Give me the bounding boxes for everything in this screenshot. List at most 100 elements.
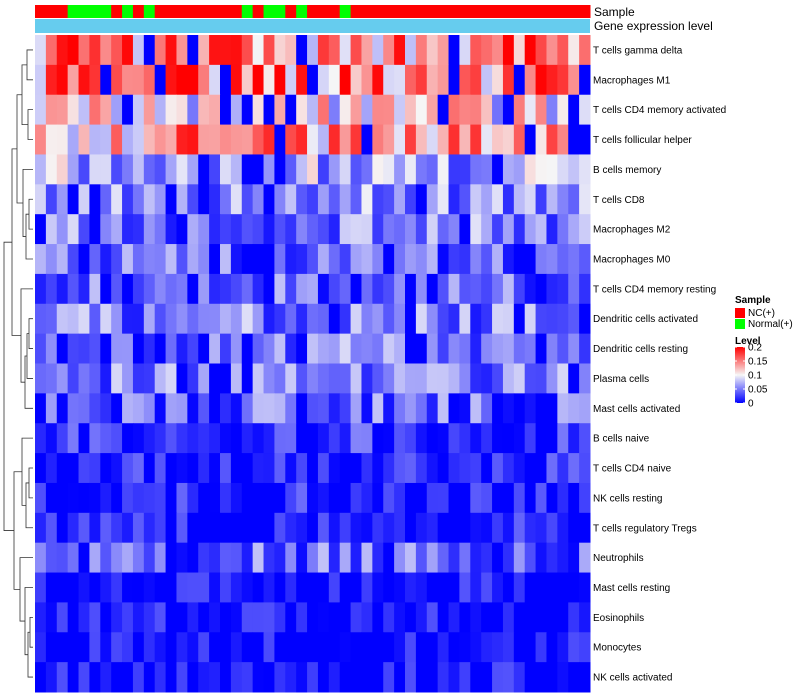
heatmap-cell [546, 154, 558, 185]
heatmap-cell [328, 662, 341, 693]
heatmap-cell [78, 632, 90, 663]
heatmap-cell [492, 35, 504, 66]
heatmap-cell [383, 124, 395, 155]
heatmap-cell [415, 572, 428, 603]
heatmap-cell [535, 482, 547, 514]
heatmap-cell [209, 632, 221, 663]
heatmap-cell [252, 632, 265, 663]
heatmap-cell [209, 572, 221, 603]
heatmap-cell [470, 662, 482, 693]
heatmap-cell [274, 363, 286, 394]
heatmap-cell [546, 602, 558, 633]
heatmap-cell [339, 333, 352, 364]
heatmap-cell [143, 154, 156, 185]
heatmap-cell [372, 303, 384, 335]
heatmap-cell [296, 94, 308, 126]
sample-annotation-cell [317, 5, 330, 18]
heatmap-cell [394, 303, 406, 335]
heatmap-cell [165, 542, 177, 574]
heatmap-cell [546, 184, 558, 215]
heatmap-cell [241, 64, 254, 96]
heatmap-cell [459, 632, 471, 663]
heatmap-cell [415, 124, 428, 155]
heatmap-cell [132, 632, 145, 663]
heatmap-cell [437, 273, 450, 305]
heatmap-cell [481, 363, 493, 394]
heatmap-cell [263, 303, 275, 335]
heatmap-cell [557, 333, 569, 364]
heatmap-cell [361, 184, 373, 215]
heatmap-cell [187, 124, 199, 155]
sample-annotation-cell [187, 5, 199, 18]
heatmap-cell [198, 453, 210, 484]
heatmap-cell [568, 482, 580, 514]
heatmap-cell [198, 154, 210, 185]
heatmap-cell [45, 244, 58, 275]
heatmap-cell [307, 662, 319, 693]
heatmap-cell [67, 662, 80, 693]
heatmap-cell [546, 273, 558, 305]
heatmap-cell [383, 303, 395, 335]
heatmap-cell [426, 482, 439, 514]
heatmap-cell [546, 35, 558, 66]
heatmap-cell [405, 333, 417, 364]
heatmap-cell [372, 632, 384, 663]
heatmap-cell [285, 184, 297, 215]
sample-annotation-cell [557, 5, 569, 18]
heatmap-cell [198, 512, 210, 544]
heatmap-cell [405, 363, 417, 394]
heatmap-cell [296, 64, 308, 96]
heatmap-cell [415, 273, 428, 305]
heatmap-cell [546, 124, 558, 155]
heatmap-cell [56, 572, 69, 603]
dendrogram-branch [22, 168, 33, 237]
heatmap-cell [426, 333, 439, 364]
heatmap-cell [78, 184, 90, 215]
heatmap-cell [154, 453, 167, 484]
heatmap-cell [285, 124, 297, 155]
heatmap-cell [557, 124, 569, 155]
heatmap-cell [492, 184, 504, 215]
heatmap-cell [78, 333, 90, 364]
heatmap-cell [568, 94, 580, 126]
heatmap-cell [122, 393, 134, 424]
heatmap-cell [100, 363, 112, 394]
sample-annotation-cell [579, 5, 591, 18]
heatmap-cell [78, 154, 90, 185]
heatmap-cell [111, 303, 123, 335]
heatmap-cell [492, 94, 504, 126]
heatmap-cell [285, 244, 297, 275]
heatmap-cell [372, 124, 384, 155]
heatmap-cell [492, 64, 504, 96]
heatmap-cell [459, 662, 471, 693]
heatmap-cell [502, 393, 515, 424]
heatmap-cell [535, 423, 547, 454]
heatmap-cell [220, 423, 232, 454]
heatmap-cell [415, 393, 428, 424]
heatmap-cell [568, 632, 580, 663]
heatmap-cell [524, 124, 537, 155]
heatmap-cell [524, 154, 537, 185]
heatmap-cell [252, 542, 265, 574]
heatmap-cell [557, 632, 569, 663]
heatmap-cell [176, 363, 188, 394]
heatmap-cell [100, 273, 112, 305]
heatmap-cell [492, 124, 504, 155]
row-label: Monocytes [593, 643, 641, 654]
heatmap-cell [405, 602, 417, 633]
heatmap-cell [535, 363, 547, 394]
heatmap-cell [143, 662, 156, 693]
heatmap-cell [132, 214, 145, 245]
heatmap-cell [317, 512, 330, 544]
heatmap-cell [122, 363, 134, 394]
heatmap-cell [372, 94, 384, 126]
heatmap-cell [35, 303, 47, 335]
sample-annotation-cell [100, 5, 112, 18]
heatmap-cell [241, 154, 254, 185]
heatmap-cell [481, 393, 493, 424]
heatmap-cell [187, 35, 199, 66]
heatmap-cell [470, 303, 482, 335]
sample-annotation-cell [459, 5, 471, 18]
heatmap-cell [415, 512, 428, 544]
level-legend-title: Level [735, 336, 761, 347]
